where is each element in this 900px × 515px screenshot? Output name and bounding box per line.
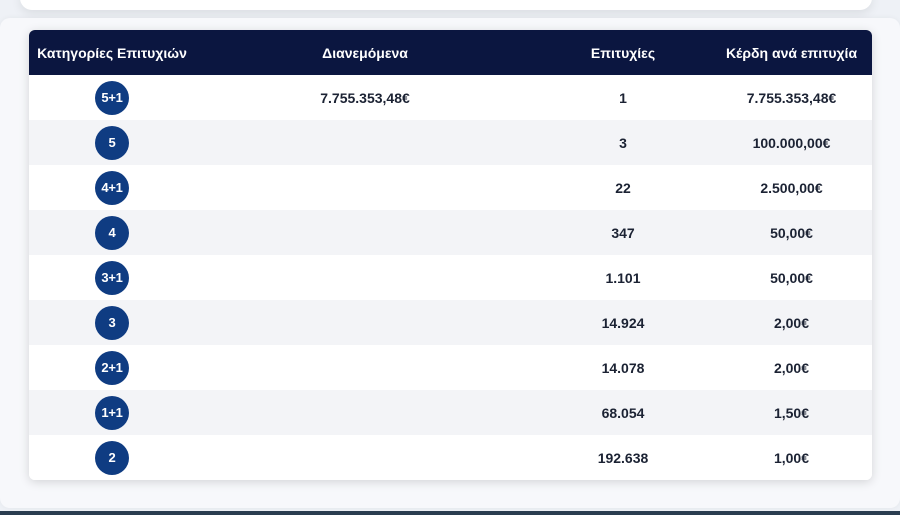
distributed-cell: 7.755.353,48€ — [320, 89, 410, 106]
header-prize-per-winner: Κέρδη ανά επιτυχία — [725, 44, 858, 61]
table-row: 5 3 100.000,00€ — [29, 120, 872, 165]
table-header: Κατηγορίες Επιτυχιών Διανεμόμενα Επιτυχί… — [29, 30, 872, 75]
prize-cell: 100.000,00€ — [752, 134, 831, 151]
table-row: 1+1 68.054 1,50€ — [29, 390, 872, 435]
category-badge: 4+1 — [95, 170, 129, 205]
table-row: 4+1 22 2.500,00€ — [29, 165, 872, 210]
category-badge: 4 — [95, 215, 129, 250]
prize-cell: 2,00€ — [773, 314, 810, 331]
header-winners: Επιτυχίες — [590, 44, 656, 61]
prize-cell: 2,00€ — [773, 359, 810, 376]
category-badge: 5 — [95, 125, 129, 160]
prize-cell: 2.500,00€ — [760, 179, 823, 196]
prize-cell: 1,00€ — [773, 449, 810, 466]
winners-cell: 22 — [615, 179, 631, 196]
footer-divider — [0, 511, 900, 515]
prize-table: Κατηγορίες Επιτυχιών Διανεμόμενα Επιτυχί… — [29, 30, 872, 480]
category-badge: 2 — [95, 440, 129, 475]
table-row: 5+1 7.755.353,48€ 1 7.755.353,48€ — [29, 75, 872, 120]
category-badge: 2+1 — [95, 350, 129, 385]
winners-cell: 14.924 — [601, 314, 645, 331]
winners-cell: 68.054 — [601, 404, 645, 421]
winners-cell: 14.078 — [601, 359, 645, 376]
prize-cell: 50,00€ — [770, 224, 813, 241]
header-distributed: Διανεμόμενα — [322, 44, 408, 61]
table-row: 3+1 1.101 50,00€ — [29, 255, 872, 300]
winners-cell: 1 — [619, 89, 627, 106]
category-badge: 3+1 — [95, 260, 129, 295]
table-row: 4 347 50,00€ — [29, 210, 872, 255]
table-row: 2 192.638 1,00€ — [29, 435, 872, 480]
table-row: 3 14.924 2,00€ — [29, 300, 872, 345]
category-badge: 5+1 — [95, 80, 129, 115]
prize-cell: 7.755.353,48€ — [746, 89, 837, 106]
winners-cell: 3 — [619, 134, 627, 151]
winners-cell: 347 — [611, 224, 635, 241]
category-badge: 3 — [95, 305, 129, 340]
table-row: 2+1 14.078 2,00€ — [29, 345, 872, 390]
header-category: Κατηγορίες Επιτυχιών — [37, 44, 187, 61]
top-card — [20, 0, 872, 10]
winners-cell: 192.638 — [597, 449, 649, 466]
winners-cell: 1.101 — [605, 269, 641, 286]
category-badge: 1+1 — [95, 395, 129, 430]
prize-cell: 50,00€ — [770, 269, 813, 286]
prize-cell: 1,50€ — [773, 404, 810, 421]
